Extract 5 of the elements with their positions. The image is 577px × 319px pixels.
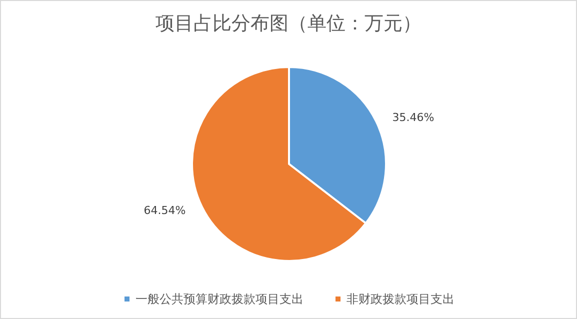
data-label: 35.46% — [392, 111, 434, 124]
chart-title: 项目占比分布图（单位：万元） — [156, 12, 422, 34]
legend-label: 非财政拨款项目支出 — [346, 292, 454, 306]
legend-label: 一般公共预算财政拨款项目支出 — [136, 292, 304, 306]
data-label: 64.54% — [144, 204, 186, 217]
